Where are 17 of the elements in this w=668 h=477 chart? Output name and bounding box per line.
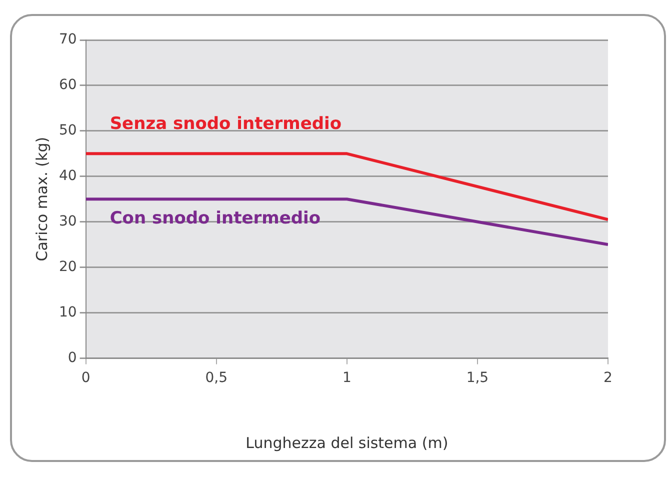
y-tick-label: 70 bbox=[58, 32, 77, 48]
x-tick-label: 2 bbox=[604, 370, 612, 386]
y-tick-label: 30 bbox=[58, 213, 77, 230]
y-tick-label: 10 bbox=[58, 304, 77, 320]
x-tick-label: 0 bbox=[81, 370, 90, 386]
x-axis-title: Lunghezza del sistema (m) bbox=[246, 434, 448, 452]
y-tick-label: 60 bbox=[58, 77, 77, 94]
y-tick-label: 50 bbox=[58, 122, 77, 139]
y-tick-label: 40 bbox=[58, 168, 77, 184]
x-tick-label: 0,5 bbox=[205, 370, 228, 386]
y-axis-title: Carico max. (kg) bbox=[32, 136, 51, 262]
x-tick-label: 1,5 bbox=[466, 370, 489, 386]
y-tick-label: 20 bbox=[58, 258, 77, 275]
y-tick-label: 0 bbox=[68, 350, 77, 366]
x-tick-label: 1 bbox=[342, 370, 352, 386]
series-label: Con snodo intermedio bbox=[110, 208, 321, 229]
series-label: Senza snodo intermedio bbox=[110, 114, 342, 134]
